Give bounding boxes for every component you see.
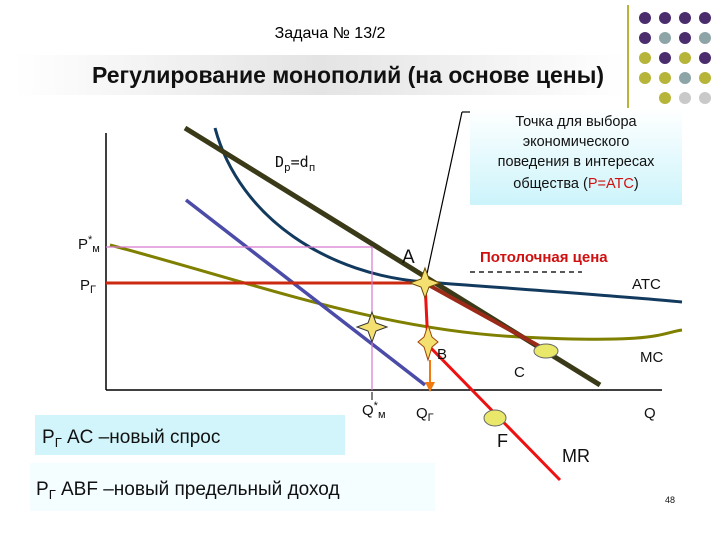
demand-label: Dр=dп [275, 153, 315, 174]
demand-segment-ac [424, 281, 549, 353]
note-part: AC –новый спрос [62, 427, 221, 448]
qm-label: Q*м [362, 400, 386, 421]
callout-line: Точка для выбора [515, 114, 637, 130]
qg-arrow-head [425, 382, 435, 392]
callout-box [470, 108, 682, 205]
mr-label: MR [562, 446, 590, 466]
label-sub: р [284, 161, 291, 174]
marker-c [533, 343, 559, 359]
label-part: =d [291, 153, 309, 171]
label-part: P [78, 236, 88, 253]
label-sup: * [88, 234, 93, 246]
note-part: ABF –новый предельный доход [56, 479, 340, 500]
ceiling-label: Потолочная цена [480, 249, 608, 266]
axes [105, 133, 662, 391]
star-monopoly [355, 310, 389, 344]
task-number: Задача № 13/2 [275, 25, 386, 42]
label-sub: Г [90, 284, 96, 296]
label-sub: п [309, 161, 316, 174]
note-part: P [36, 479, 49, 500]
mc-label: MC [640, 349, 663, 366]
label-part: D [275, 153, 284, 171]
callout-text: Точка для выбора экономического поведени… [498, 114, 656, 192]
callout-text-part: общества ( [513, 176, 588, 192]
monopoly-guide [106, 246, 373, 390]
markers [355, 266, 559, 427]
star-a [408, 266, 442, 300]
point-a-label: A [402, 247, 415, 268]
qg-label: QГ [416, 405, 434, 424]
label-part: Q [362, 402, 374, 419]
note-box [30, 463, 435, 511]
label-part: Q [416, 405, 428, 422]
star-b [417, 323, 439, 362]
label-sub: Г [428, 412, 434, 424]
callout-pointer [424, 111, 463, 284]
note-sub: Г [49, 487, 56, 502]
label-sub: м [92, 243, 100, 255]
point-c-label: C [514, 364, 525, 381]
note-new-mr: PГ ABF –новый предельный доход [36, 479, 340, 502]
mr-line [184, 198, 427, 387]
pm-label: P*м [78, 234, 100, 255]
callout-line: общества (P=ATC) [513, 176, 638, 192]
callout-text-part: ) [634, 176, 639, 192]
callout-line: поведения в интересах [498, 154, 656, 170]
atc-label: ATC [632, 276, 661, 293]
point-b-label: B [437, 346, 447, 363]
label-sup: * [374, 400, 379, 412]
note-box [35, 415, 345, 455]
pg-label: PГ [80, 277, 96, 296]
note-new-demand: PГ AC –новый спрос [42, 427, 220, 450]
label-sub: м [378, 409, 386, 421]
label-part: P [80, 277, 90, 294]
q-axis-label: Q [644, 405, 656, 422]
callout-highlight: P=ATC [588, 176, 634, 192]
title-band [14, 55, 626, 95]
mc-curve [109, 243, 683, 341]
point-f-label: F [497, 431, 508, 451]
new-mr-line [423, 282, 562, 482]
callout-line: экономического [523, 134, 630, 150]
note-sub: Г [55, 435, 62, 450]
dot-grid [627, 5, 711, 110]
marker-f [483, 409, 507, 427]
note-part: P [42, 427, 55, 448]
page-number: 48 [665, 495, 675, 505]
slide-title: Регулирование монополий (на основе цены) [92, 62, 604, 88]
